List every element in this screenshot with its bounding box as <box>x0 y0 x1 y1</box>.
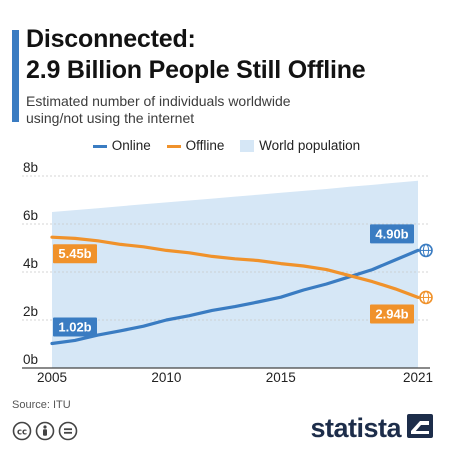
x-tick-label: 2005 <box>37 370 67 385</box>
statista-logo-icon <box>407 414 433 443</box>
series-line-online <box>50 248 420 346</box>
source-note: Source: ITU <box>12 399 71 411</box>
legend-label-online: Online <box>111 137 151 153</box>
y-tick-label: 8b <box>23 160 38 175</box>
y-tick-label: 4b <box>23 256 38 271</box>
chart-legend: Online Offline World population <box>0 137 453 153</box>
statista-brand: statista <box>310 413 433 444</box>
attribution-icon[interactable] <box>35 421 55 446</box>
line-chart: 0b 2b 4b 6b 8b 2005 2010 2015 2021 1.02b 5.45b 4.90… <box>22 160 433 385</box>
title-accent-bar <box>12 30 19 122</box>
data-label-box-offline <box>53 244 97 264</box>
cc-license-icon[interactable]: cc <box>12 421 32 446</box>
y-tick-label: 0b <box>23 352 38 367</box>
x-tick-label: 2015 <box>266 370 296 385</box>
y-tick-label: 2b <box>23 304 38 319</box>
x-tick-label: 2021 <box>403 370 433 385</box>
data-label-offline: 5.45b <box>58 246 91 261</box>
legend-swatch-offline <box>166 144 181 148</box>
subtitle-line-2: using/not using the internet <box>26 110 195 126</box>
legend-item-offline: Offline <box>166 137 225 153</box>
svg-text:cc: cc <box>17 428 27 438</box>
legend-label-offline: Offline <box>185 137 225 153</box>
chart-title: Disconnected: 2.9 Billion People Still O… <box>26 24 366 86</box>
subtitle-line-1: Estimated number of individuals worldwid… <box>26 93 291 109</box>
title-line-1: Disconnected: <box>26 25 196 53</box>
data-label-offline: 2.94b <box>375 306 408 321</box>
data-label-box-offline <box>370 304 414 324</box>
series-line-offline <box>50 235 420 299</box>
no-derivatives-icon[interactable] <box>58 421 78 446</box>
license-icons: cc <box>12 421 78 446</box>
legend-label-population: World population <box>259 137 361 153</box>
legend-item-population: World population <box>240 138 360 153</box>
title-line-2: 2.9 Billion People Still Offline <box>26 56 366 84</box>
chart-subtitle: Estimated number of individuals worldwid… <box>26 93 386 127</box>
legend-item-online: Online <box>92 137 151 153</box>
legend-swatch-population <box>240 140 255 153</box>
x-tick-label: 2010 <box>151 370 181 385</box>
data-label-online: 4.90b <box>375 226 408 241</box>
population-area <box>52 180 418 368</box>
y-tick-label: 6b <box>23 208 38 223</box>
data-label-box-online <box>53 317 97 337</box>
data-label-box-online <box>370 224 414 244</box>
legend-swatch-online <box>92 144 107 148</box>
data-label-online: 1.02b <box>58 320 91 335</box>
brand-name: statista <box>310 413 401 443</box>
